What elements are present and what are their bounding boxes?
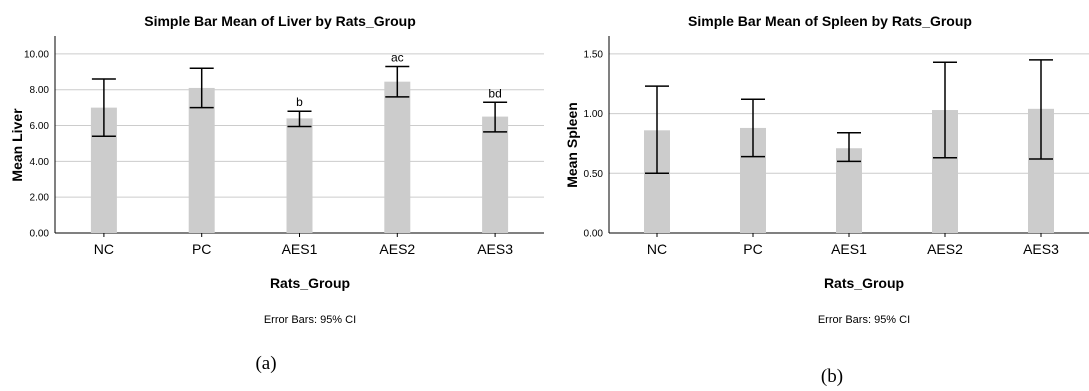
y-tick-label: 6.00 (30, 121, 50, 132)
y-tick-label: 0.50 (584, 169, 604, 180)
plot-area: 0.00 0.50 1.00 1.50 NC PC AES1 AES2 AES3 (584, 36, 1089, 257)
y-tick-label: 10.00 (24, 49, 49, 60)
x-tick-label: PC (192, 241, 211, 257)
y-tick-label: 0.00 (584, 229, 604, 240)
x-axis-title: Rats_Group (824, 275, 904, 291)
y-tick-label: 2.00 (30, 193, 50, 204)
significance-label: b (296, 95, 303, 109)
x-tick-label: AES1 (282, 241, 318, 257)
y-tick-label: 0.00 (30, 229, 50, 240)
x-tick-label: NC (647, 241, 667, 257)
plot-area: 0.00 2.00 4.00 6.00 8.00 10.00 NC PC b AES1 ac AES2… (24, 36, 544, 257)
x-tick-label: PC (743, 241, 762, 257)
y-tick-label: 1.50 (584, 49, 604, 60)
bar (188, 87, 215, 233)
figure-caption: (b) (821, 366, 843, 387)
x-tick-label: AES1 (831, 241, 867, 257)
chart-title: Simple Bar Mean of Spleen by Rats_Group (688, 13, 972, 29)
y-axis-title: Mean Liver (9, 108, 25, 182)
y-tick-label: 8.00 (30, 85, 50, 96)
chart-title: Simple Bar Mean of Liver by Rats_Group (144, 13, 416, 29)
significance-label: ac (391, 50, 404, 64)
error-bars-note: Error Bars: 95% CI (264, 314, 356, 326)
y-tick-label: 1.00 (584, 109, 604, 120)
liver-chart: Simple Bar Mean of Liver by Rats_Group 0… (9, 13, 544, 374)
bar (836, 148, 862, 233)
x-tick-label: NC (94, 241, 114, 257)
bar (384, 81, 411, 233)
error-bars-note: Error Bars: 95% CI (818, 314, 910, 326)
bar (482, 116, 509, 233)
figure-caption: (a) (255, 353, 276, 374)
significance-label: bd (488, 86, 501, 100)
y-tick-label: 4.00 (30, 157, 50, 168)
x-tick-label: AES2 (927, 241, 963, 257)
x-tick-label: AES3 (1023, 241, 1059, 257)
spleen-chart: Simple Bar Mean of Spleen by Rats_Group … (564, 13, 1089, 387)
bar (286, 118, 313, 233)
x-tick-label: AES3 (477, 241, 513, 257)
y-axis-title: Mean Spleen (564, 102, 580, 188)
x-axis-title: Rats_Group (270, 275, 350, 291)
x-tick-label: AES2 (379, 241, 415, 257)
